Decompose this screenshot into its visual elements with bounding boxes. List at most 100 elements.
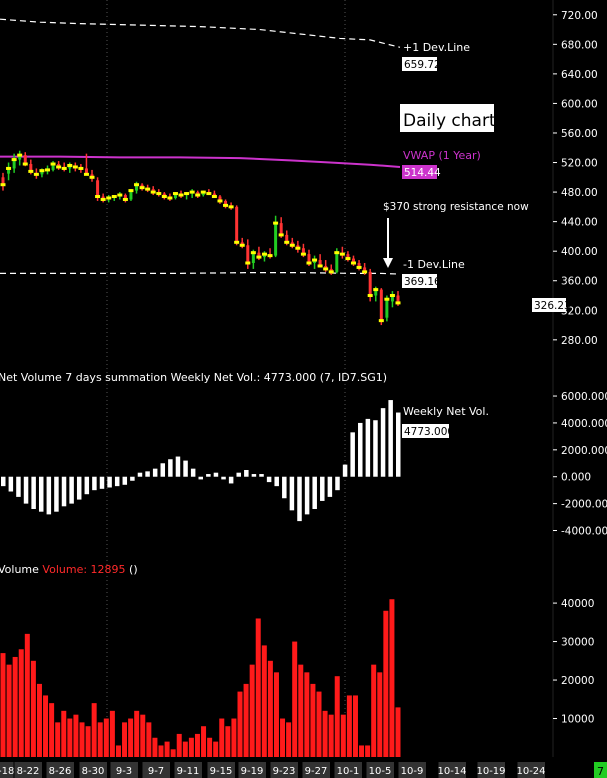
netvol-tick-label: 4000.000 xyxy=(561,418,607,430)
volume-bar xyxy=(6,664,12,757)
volume-bar xyxy=(36,683,42,757)
candle-close-mark xyxy=(367,294,373,298)
volume-title-suffix: () xyxy=(126,563,138,576)
candle-close-mark xyxy=(11,158,17,162)
candle-close-mark xyxy=(72,165,78,169)
candle-body xyxy=(224,200,228,206)
net-volume-bar xyxy=(107,476,112,488)
date-label: 8-30 xyxy=(82,766,105,777)
net-volume-bar xyxy=(1,476,6,487)
date-label: 9-27 xyxy=(305,766,328,777)
price-pane: +1 Dev.Line 659.72 Daily chart VWAP (1 Y… xyxy=(0,10,598,347)
date-label: 10-9 xyxy=(401,766,424,777)
candle-body xyxy=(235,206,239,243)
net-volume-bar xyxy=(61,476,67,507)
volume-bar xyxy=(97,722,103,757)
candle-close-mark xyxy=(178,193,184,197)
candles xyxy=(0,150,401,326)
volume-bar xyxy=(207,737,213,757)
date-label-bg xyxy=(79,762,107,778)
dev-plus-title: +1 Dev.Line xyxy=(403,41,470,54)
date-label-bg xyxy=(438,762,466,778)
candle-close-mark xyxy=(356,265,362,269)
net-volume-bar xyxy=(358,422,363,477)
daily-chart-label: Daily chart xyxy=(403,111,496,131)
date-label-bg xyxy=(0,762,17,778)
net-volume-bar xyxy=(297,476,302,522)
candle-close-mark xyxy=(122,197,128,201)
volume-bar xyxy=(352,695,358,757)
volume-title-value: Volume: 12895 xyxy=(42,563,125,576)
date-label: 8-22 xyxy=(17,766,40,777)
net-volume-pane: Net Volume 7 days summation Weekly Net V… xyxy=(0,371,607,538)
candle-body xyxy=(379,289,383,321)
volume-bar xyxy=(0,653,6,757)
volume-title-prefix: Volume xyxy=(0,563,42,576)
vwap-value-box xyxy=(402,165,437,179)
net-volume-bar xyxy=(76,476,82,500)
net-volume-bar xyxy=(259,474,264,477)
net-volume-bar xyxy=(84,476,90,495)
candle-close-mark xyxy=(67,163,73,167)
net-volume-bar xyxy=(335,476,340,491)
candle-body xyxy=(12,159,16,169)
volume-tick-label: 30000 xyxy=(561,637,594,649)
net-volume-bar xyxy=(92,476,97,491)
candle-close-mark xyxy=(89,175,95,179)
candle-close-mark xyxy=(33,172,39,176)
volume-bar xyxy=(383,610,389,757)
candle-close-mark xyxy=(139,186,145,190)
net-volume-bar xyxy=(350,432,355,477)
candle-close-mark xyxy=(300,252,306,256)
volume-bar xyxy=(292,641,298,757)
net-volume-bar xyxy=(396,412,401,477)
price-tick-label: 720.00 xyxy=(561,10,598,22)
dev-minus-value-box xyxy=(402,274,437,288)
candle-close-mark xyxy=(167,196,173,200)
date-label: 10-5 xyxy=(369,766,392,777)
candle-close-mark xyxy=(273,221,279,225)
dev-plus-value-box xyxy=(402,57,437,71)
volume-bar xyxy=(267,660,273,757)
candle-body xyxy=(368,271,372,296)
candle-body xyxy=(363,267,367,272)
candle-close-mark xyxy=(17,153,23,157)
candle-body xyxy=(257,252,261,258)
candle-close-mark xyxy=(389,294,395,298)
last-price-label: 326.23 xyxy=(534,300,571,312)
candle-close-mark xyxy=(39,169,45,173)
net-volume-bar xyxy=(312,476,317,509)
candle-close-mark xyxy=(234,240,240,244)
candle-close-mark xyxy=(0,183,6,187)
net-volume-bar xyxy=(183,460,188,477)
price-tick-label: 480.00 xyxy=(561,187,598,199)
volume-bar xyxy=(273,672,279,757)
net-volume-bar xyxy=(282,476,287,499)
net-volume-bar xyxy=(160,463,166,477)
volume-bar xyxy=(334,676,340,757)
volume-bar xyxy=(255,618,261,757)
candle-close-mark xyxy=(150,190,156,194)
daily-chart-box xyxy=(400,104,494,132)
volume-bar xyxy=(213,741,219,757)
candle-close-mark xyxy=(228,205,234,209)
volume-bar xyxy=(188,737,194,757)
net-volume-bar xyxy=(122,476,128,485)
candle-close-mark xyxy=(267,254,273,258)
net-volume-bar xyxy=(373,420,378,477)
candle-close-mark xyxy=(306,261,312,265)
weekly-net-vol-value: 4773.000 xyxy=(404,426,454,438)
net-volume-bar xyxy=(8,476,14,492)
candle-body xyxy=(357,263,361,268)
volume-bar xyxy=(176,733,182,757)
volume-bar xyxy=(122,722,128,757)
candle-body xyxy=(251,252,255,264)
net-volume-bar xyxy=(168,459,173,477)
net-volume-bar xyxy=(145,471,150,477)
candle-body xyxy=(84,168,88,175)
candle-body xyxy=(40,170,44,175)
candle-close-mark xyxy=(239,243,245,247)
candle-close-mark xyxy=(345,257,351,261)
date-label-bg xyxy=(14,762,42,778)
candle-body xyxy=(18,155,22,160)
